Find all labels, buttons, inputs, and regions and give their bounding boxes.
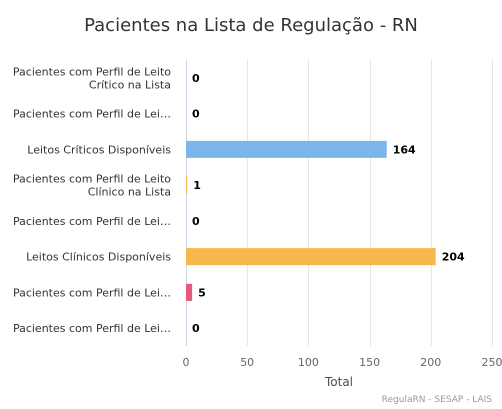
bars [186, 140, 436, 301]
data-label: 204 [442, 251, 465, 264]
data-label: 0 [192, 215, 200, 228]
data-label: 0 [192, 108, 200, 121]
category-label: Pacientes com Perfil de Lei… [13, 322, 171, 335]
bar[interactable] [186, 283, 193, 301]
category-label-line: Pacientes com Perfil de Leito [13, 173, 171, 186]
category-label: Leitos Clínicos Disponíveis [26, 251, 171, 264]
bar[interactable] [186, 248, 436, 266]
category-label: Pacientes com Perfil de Leito Clínico na … [13, 173, 171, 199]
category-label-line: Pacientes com Perfil de Leito [13, 65, 171, 78]
credits-text[interactable]: RegulaRN - SESAP - LAIS [382, 395, 493, 405]
data-label: 5 [198, 286, 206, 299]
category-label-line: Pacientes com Perfil de Lei… [13, 322, 171, 335]
category-label-line: Clínico na Lista [88, 186, 171, 199]
data-label: 0 [192, 322, 200, 335]
category-label-line: Leitos Críticos Disponíveis [27, 143, 171, 156]
chart-title: Pacientes na Lista de Regulação - RN [84, 15, 418, 36]
grid-lines [186, 60, 493, 346]
category-axis-labels: Pacientes com Perfil de Leito Crítico na … [13, 65, 171, 335]
bar[interactable] [186, 176, 188, 194]
bar[interactable] [186, 140, 387, 158]
x-tick-label: 250 [482, 356, 502, 369]
category-label: Pacientes com Perfil de Lei… [13, 215, 171, 228]
category-label: Pacientes com Perfil de Lei… [13, 286, 171, 299]
category-label: Pacientes com Perfil de Lei… [13, 108, 171, 121]
category-label-line: Pacientes com Perfil de Lei… [13, 108, 171, 121]
category-label: Pacientes com Perfil de Leito Crítico na … [13, 65, 171, 91]
x-axis-ticks: 0 50 100 150 200 250 [183, 356, 502, 369]
x-tick-label: 0 [183, 356, 190, 369]
data-label: 164 [393, 143, 416, 156]
x-tick-label: 150 [359, 356, 380, 369]
category-label: Leitos Críticos Disponíveis [27, 143, 171, 156]
category-label-line: Crítico na Lista [89, 78, 171, 91]
x-tick-label: 100 [298, 356, 319, 369]
data-label: 1 [193, 179, 201, 192]
category-label-line: Pacientes com Perfil de Lei… [13, 286, 171, 299]
data-label: 0 [192, 72, 200, 85]
x-tick-label: 200 [420, 356, 441, 369]
category-label-line: Leitos Clínicos Disponíveis [26, 251, 171, 264]
x-tick-label: 50 [240, 356, 254, 369]
category-label-line: Pacientes com Perfil de Lei… [13, 215, 171, 228]
data-labels: 0 0 164 1 0 204 5 0 [192, 72, 465, 335]
x-axis-title: Total [324, 375, 353, 389]
